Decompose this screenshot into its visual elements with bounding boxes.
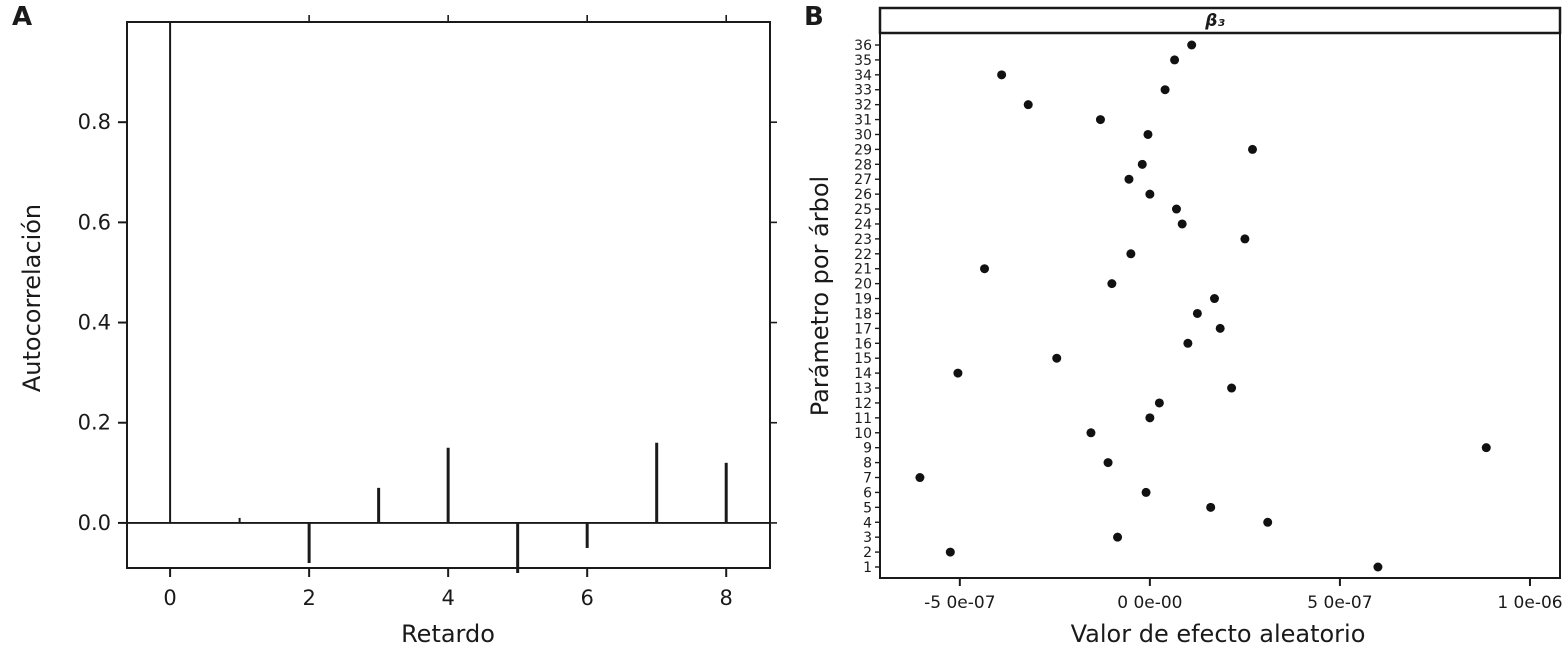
svg-text:5: 5 [863,500,872,516]
svg-text:8: 8 [720,586,733,610]
svg-text:11: 11 [854,411,872,427]
svg-text:12: 12 [854,396,872,412]
svg-text:13: 13 [854,381,872,397]
svg-text:3: 3 [863,530,872,546]
svg-text:14: 14 [854,366,872,382]
svg-text:18: 18 [854,306,872,322]
svg-text:10: 10 [854,426,872,442]
acf-chart-canvas: 0 2 4 6 8 0.0 0.2 0.4 0.6 0.8 [78,15,777,610]
svg-text:6: 6 [863,485,872,501]
svg-text:9: 9 [863,441,872,457]
panel-b-strip-title: β₃ [1205,11,1225,31]
svg-text:16: 16 [854,336,872,352]
svg-text:-5 0e-07: -5 0e-07 [924,593,995,613]
svg-text:22: 22 [854,247,872,263]
svg-text:0.6: 0.6 [78,210,111,234]
svg-text:7: 7 [863,471,872,487]
panel-b-x-axis-label: Valor de efecto aleatorio [1070,620,1366,648]
svg-text:25: 25 [854,202,872,218]
svg-text:26: 26 [854,187,872,203]
svg-text:31: 31 [854,113,872,129]
svg-text:0.2: 0.2 [78,411,111,435]
svg-text:6: 6 [580,586,593,610]
svg-text:29: 29 [854,142,872,158]
svg-text:2: 2 [302,586,315,610]
svg-text:27: 27 [854,172,872,188]
svg-text:0.8: 0.8 [78,110,111,134]
svg-text:0.0: 0.0 [78,511,111,535]
panel-b-dotplot: B β₃ Parámetro por árbol 1 2 3 4 5 6 7 8 9 10 11 12… [800,0,1568,668]
svg-text:28: 28 [854,157,872,173]
svg-text:30: 30 [854,127,872,143]
svg-text:15: 15 [854,351,872,367]
svg-text:32: 32 [854,98,872,114]
svg-text:23: 23 [854,232,872,248]
dotplot-chart-canvas: 1234567891011121314151617181920212223242… [854,6,1563,613]
svg-text:34: 34 [854,68,872,84]
svg-text:0.4: 0.4 [78,311,111,335]
svg-text:20: 20 [854,277,872,293]
svg-text:5 0e-07: 5 0e-07 [1307,593,1372,613]
svg-text:35: 35 [854,53,872,69]
svg-text:0: 0 [163,586,176,610]
svg-text:36: 36 [854,38,872,54]
svg-text:24: 24 [854,217,872,233]
panel-a-letter: A [12,2,33,32]
svg-text:21: 21 [854,262,872,278]
svg-text:1: 1 [863,560,872,576]
svg-text:4: 4 [863,515,872,531]
panel-a-y-axis-label: Autocorrelación [18,203,46,393]
svg-text:2: 2 [863,545,872,561]
svg-text:8: 8 [863,456,872,472]
svg-text:0 0e-00: 0 0e-00 [1117,593,1182,613]
panel-a-x-axis-label: Retardo [401,620,495,648]
svg-text:4: 4 [441,586,454,610]
svg-text:33: 33 [854,83,872,99]
panel-a-acf: A Autocorrelación 0 2 4 6 8 0.0 0.2 0.4 0.6 0.8 R… [12,2,777,648]
svg-text:1 0e-06: 1 0e-06 [1497,593,1562,613]
panel-b-y-axis-label: Parámetro por árbol [806,175,834,417]
svg-text:19: 19 [854,292,872,308]
svg-text:17: 17 [854,321,872,337]
panel-b-letter: B [804,2,824,32]
